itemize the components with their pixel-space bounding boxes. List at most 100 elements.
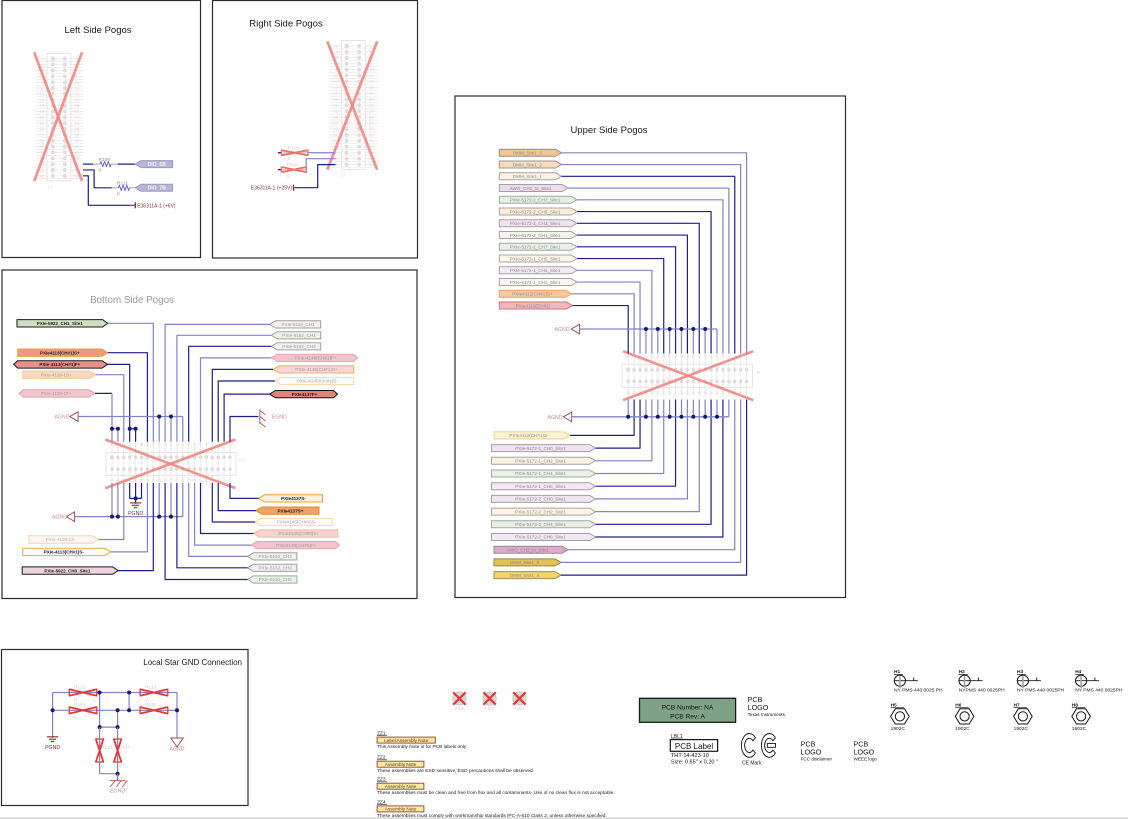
svg-text:30: 30: [369, 127, 374, 132]
svg-text:32: 32: [140, 479, 144, 483]
svg-text:15: 15: [703, 355, 707, 359]
svg-text:0: 0: [145, 715, 148, 721]
svg-text:32: 32: [656, 391, 660, 395]
svg-text:PXIe-5172-2_CH4_Site1: PXIe-5172-2_CH4_Site1: [515, 522, 566, 527]
svg-text:34: 34: [75, 150, 80, 155]
svg-text:H5: H5: [891, 703, 897, 709]
svg-text:13: 13: [333, 79, 338, 84]
svg-text:PXIe-5172-2_CH7_Site1: PXIe-5172-2_CH7_Site1: [510, 198, 561, 203]
svg-text:5: 5: [336, 55, 339, 60]
svg-text:22: 22: [169, 479, 173, 483]
svg-text:16: 16: [369, 85, 374, 90]
svg-text:24: 24: [75, 121, 80, 126]
svg-text:17: 17: [697, 355, 701, 359]
svg-text:AGND: AGND: [548, 415, 563, 421]
svg-text:2: 2: [229, 479, 231, 483]
svg-text:PCB: PCB: [801, 740, 816, 749]
svg-text:R114: R114: [74, 702, 85, 708]
svg-text:29: 29: [40, 138, 45, 143]
svg-text:5: 5: [42, 68, 45, 73]
svg-text:PCB Label: PCB Label: [675, 742, 713, 751]
svg-text:PXIe-5110_CH1: PXIe-5110_CH1: [282, 322, 316, 327]
svg-text:0: 0: [74, 697, 77, 703]
svg-text:DMM_Site1_1: DMM_Site1_1: [513, 174, 543, 179]
svg-text:2: 2: [75, 56, 78, 61]
svg-text:0: 0: [119, 764, 122, 770]
svg-text:42: 42: [369, 162, 374, 167]
svg-text:23: 23: [163, 442, 167, 446]
svg-text:PCB: PCB: [748, 695, 763, 704]
svg-text:1: 1: [336, 44, 339, 49]
svg-text:12: 12: [715, 391, 719, 395]
svg-text:2: 2: [746, 391, 748, 395]
svg-text:1: 1: [42, 56, 45, 61]
svg-text:11: 11: [334, 73, 339, 78]
svg-text:21: 21: [40, 115, 45, 120]
svg-text:DMM_Site1_4: DMM_Site1_4: [510, 573, 540, 578]
svg-text:20: 20: [75, 109, 80, 114]
svg-text:21: 21: [169, 442, 173, 446]
svg-text:32: 32: [369, 133, 374, 138]
svg-text:35: 35: [128, 442, 132, 446]
svg-text:PXIe-5172-2_CH3_Site1: PXIe-5172-2_CH3_Site1: [510, 221, 561, 226]
svg-text:FID1: FID1: [455, 706, 465, 711]
svg-text:1902C: 1902C: [891, 726, 906, 732]
svg-text:4: 4: [369, 50, 372, 55]
svg-text:33: 33: [650, 355, 654, 359]
svg-text:PXIe-5172-2_CH2_Site1: PXIe-5172-2_CH2_Site1: [515, 509, 566, 514]
svg-text:8: 8: [75, 74, 78, 79]
svg-text:3: 3: [42, 62, 45, 67]
svg-text:R112: R112: [74, 684, 85, 690]
svg-text:PXIe-4145(CH#1)S+: PXIe-4145(CH#1)S+: [295, 367, 338, 372]
svg-text:0: 0: [101, 764, 104, 770]
svg-text:1: 1: [746, 355, 748, 359]
svg-text:DIO_6B: DIO_6B: [148, 162, 166, 168]
svg-text:18: 18: [75, 103, 80, 108]
svg-text:14: 14: [709, 391, 713, 395]
svg-text:40: 40: [632, 391, 636, 395]
svg-text:28: 28: [151, 479, 155, 483]
svg-text:Local Star GND Connection: Local Star GND Connection: [143, 658, 242, 667]
svg-text:17: 17: [333, 91, 338, 96]
svg-text:PXIe-4139-1F+: PXIe-4139-1F+: [41, 391, 72, 396]
svg-text:PXIe-5172-1_CH1_Site1: PXIe-5172-1_CH1_Site1: [510, 280, 561, 285]
svg-text:4: 4: [223, 479, 225, 483]
svg-text:1902C: 1902C: [955, 726, 970, 732]
svg-text:11: 11: [715, 355, 719, 359]
svg-text:31: 31: [656, 355, 660, 359]
svg-text:AGND: AGND: [170, 747, 185, 753]
svg-text:17: 17: [40, 103, 45, 108]
svg-text:This Assembly Note is for PCB: This Assembly Note is for PCB labels onl…: [377, 744, 467, 750]
svg-text:25: 25: [157, 442, 161, 446]
svg-text:32: 32: [75, 144, 80, 149]
svg-text:14: 14: [193, 479, 197, 483]
svg-text:1902C: 1902C: [1072, 726, 1087, 732]
svg-text:PXIe4137F+: PXIe4137F+: [292, 392, 318, 397]
svg-text:H1: H1: [894, 669, 900, 675]
svg-text:39: 39: [40, 168, 45, 173]
svg-text:LOGO: LOGO: [854, 747, 875, 756]
svg-text:R109: R109: [99, 157, 111, 163]
svg-text:These assemblies are ESD sensi: These assemblies are ESD sensitive, ESD …: [377, 768, 534, 774]
svg-text:26: 26: [369, 115, 374, 120]
svg-text:PXIe4112(CH#1): PXIe4112(CH#1): [516, 303, 551, 308]
svg-text:10: 10: [75, 80, 80, 85]
svg-text:ZZ1: ZZ1: [377, 731, 386, 737]
svg-text:26: 26: [157, 479, 161, 483]
svg-text:PXIe-5110_CH0: PXIe-5110_CH0: [259, 577, 293, 582]
svg-text:36: 36: [369, 144, 374, 149]
svg-text:PXIe-5172-1_CH5_Site1: PXIe-5172-1_CH5_Site1: [510, 256, 561, 261]
svg-text:25: 25: [674, 355, 678, 359]
svg-text:18: 18: [697, 391, 701, 395]
svg-text:27: 27: [668, 355, 672, 359]
svg-text:PXIe-5922_CH1_Site1: PXIe-5922_CH1_Site1: [37, 321, 84, 326]
svg-text:30: 30: [146, 479, 150, 483]
svg-text:30: 30: [75, 138, 80, 143]
svg-text:PXIe-5162_CH0: PXIe-5162_CH0: [258, 566, 292, 571]
svg-text:33: 33: [134, 442, 138, 446]
svg-text:42: 42: [75, 173, 80, 178]
svg-text:PCB Rev: A: PCB Rev: A: [670, 714, 705, 721]
svg-text:PXIe-5172-1_CH4_Site1: PXIe-5172-1_CH4_Site1: [515, 471, 566, 476]
svg-text:25: 25: [333, 115, 338, 120]
svg-text:9: 9: [42, 80, 45, 85]
